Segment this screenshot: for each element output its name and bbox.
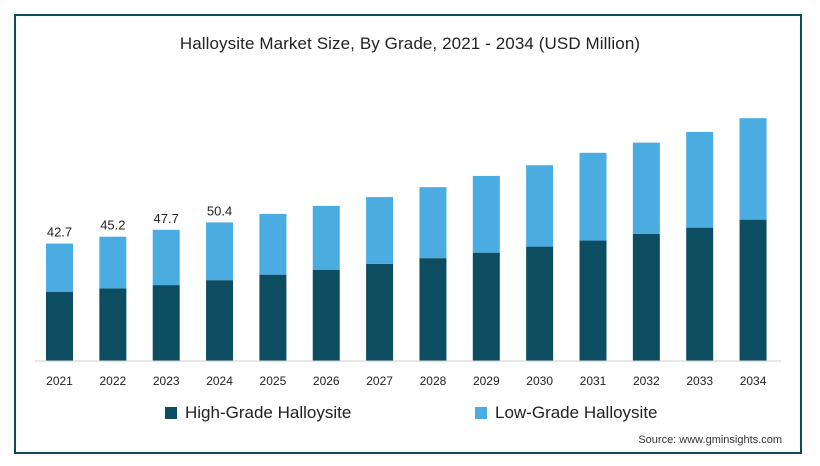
x-tick-label-2031: 2031 [580,374,607,388]
bar-high-grade-2021 [46,291,73,362]
x-tick-label-2030: 2030 [526,374,553,388]
bar-low-grade-2031 [579,152,607,241]
bar-high-grade-2031 [579,240,607,361]
bar-high-grade-2030 [526,246,554,361]
x-tick-label-2028: 2028 [420,374,447,388]
bar-high-grade-2024 [206,280,234,361]
legend-swatch-high-grade [165,407,177,419]
chart-frame [14,14,802,454]
legend-item-high-grade: High-Grade Halloysite [165,403,351,423]
x-tick-label-2025: 2025 [260,374,287,388]
bar-high-grade-2034 [739,219,767,361]
bar-low-grade-2030 [526,165,554,247]
labels-group: 42.7 2021 45.2 2022 47.7 2023 50.4 2024 2025 2026… [46,203,767,388]
x-tick-label-2021: 2021 [46,374,73,388]
data-label-2023: 47.7 [154,211,179,226]
data-label-2022: 45.2 [100,218,125,233]
bar-low-grade-2029 [472,175,500,253]
bar-high-grade-2025 [259,274,287,361]
legend-label-high-grade: High-Grade Halloysite [185,403,352,422]
legend-label-low-grade: Low-Grade Halloysite [495,403,658,422]
x-tick-label-2034: 2034 [740,374,767,388]
bar-high-grade-2029 [472,252,500,361]
x-tick-label-2029: 2029 [473,374,500,388]
bar-low-grade-2024 [206,222,234,281]
bar-low-grade-2027 [366,197,394,264]
source-note: Source: www.gminsights.com [638,434,782,446]
data-label-2021: 42.7 [47,225,72,240]
x-tick-label-2027: 2027 [366,374,393,388]
bar-high-grade-2022 [99,288,127,361]
data-label-2024: 50.4 [207,203,232,218]
bar-high-grade-2027 [366,263,394,361]
x-tick-label-2032: 2032 [633,374,660,388]
bar-low-grade-2026 [312,205,340,270]
bar-low-grade-2023 [152,229,180,286]
bar-low-grade-2033 [686,131,714,228]
bar-low-grade-2025 [259,213,287,275]
bar-high-grade-2028 [419,258,447,361]
bar-high-grade-2026 [312,269,340,361]
bar-low-grade-2022 [99,236,127,289]
bars-group [46,118,767,362]
bar-high-grade-2032 [632,233,660,361]
bar-low-grade-2021 [46,243,73,292]
bar-low-grade-2032 [632,142,660,234]
x-tick-label-2024: 2024 [206,374,233,388]
x-tick-label-2022: 2022 [99,374,126,388]
legend-swatch-low-grade [475,407,487,419]
bar-low-grade-2034 [739,118,767,220]
x-tick-label-2026: 2026 [313,374,340,388]
x-tick-label-2033: 2033 [686,374,713,388]
chart-title: Halloysite Market Size, By Grade, 2021 -… [179,34,641,53]
bar-low-grade-2028 [419,187,447,259]
bar-high-grade-2023 [152,285,180,361]
legend-item-low-grade: Low-Grade Halloysite [475,403,658,423]
bar-high-grade-2033 [686,227,714,362]
x-tick-label-2023: 2023 [153,374,180,388]
